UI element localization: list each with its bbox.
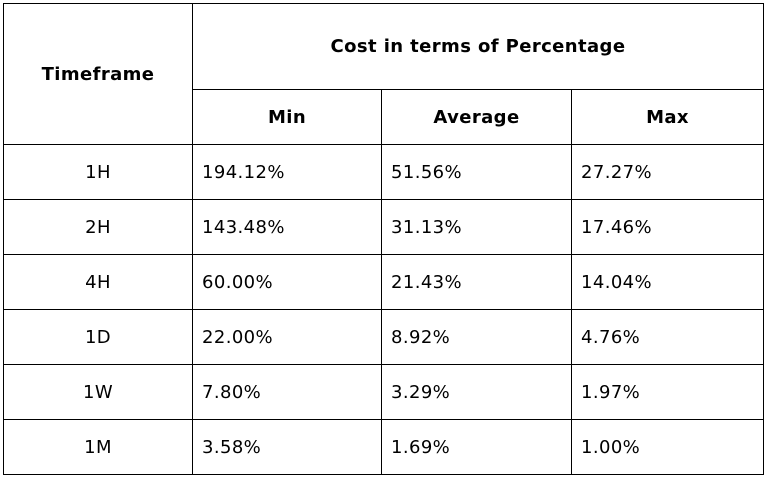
min-cell: 7.80%	[192, 364, 382, 420]
min-cell: 60.00%	[192, 254, 382, 310]
table-row: 1D 22.00% 8.92% 4.76%	[3, 309, 764, 365]
header-timeframe: Timeframe	[3, 3, 193, 145]
timeframe-cell: 1M	[3, 419, 193, 475]
table-row: 2H 143.48% 31.13% 17.46%	[3, 199, 764, 255]
timeframe-cell: 1H	[3, 144, 193, 200]
min-cell: 194.12%	[192, 144, 382, 200]
max-cell: 1.00%	[571, 419, 764, 475]
average-cell: 51.56%	[381, 144, 572, 200]
max-cell: 17.46%	[571, 199, 764, 255]
table-row: 4H 60.00% 21.43% 14.04%	[3, 254, 764, 310]
average-cell: 31.13%	[381, 199, 572, 255]
cost-table: Timeframe Cost in terms of Percentage Mi…	[3, 3, 764, 475]
average-cell: 21.43%	[381, 254, 572, 310]
max-cell: 14.04%	[571, 254, 764, 310]
table-row: 1M 3.58% 1.69% 1.00%	[3, 419, 764, 475]
min-cell: 22.00%	[192, 309, 382, 365]
header-max: Max	[571, 89, 764, 145]
max-cell: 27.27%	[571, 144, 764, 200]
header-row-sub: Min Average Max	[4, 89, 764, 145]
average-cell: 1.69%	[381, 419, 572, 475]
max-cell: 4.76%	[571, 309, 764, 365]
min-cell: 3.58%	[192, 419, 382, 475]
table-row: 1H 194.12% 51.56% 27.27%	[3, 144, 764, 200]
timeframe-cell: 4H	[3, 254, 193, 310]
table-row: 1W 7.80% 3.29% 1.97%	[3, 364, 764, 420]
timeframe-cell: 1D	[3, 309, 193, 365]
average-cell: 8.92%	[381, 309, 572, 365]
header-cost-group: Cost in terms of Percentage	[192, 3, 764, 90]
header-average: Average	[381, 89, 572, 145]
average-cell: 3.29%	[381, 364, 572, 420]
min-cell: 143.48%	[192, 199, 382, 255]
header-min: Min	[192, 89, 382, 145]
timeframe-cell: 2H	[3, 199, 193, 255]
header-row-top: Timeframe Cost in terms of Percentage	[3, 3, 764, 145]
timeframe-cell: 1W	[3, 364, 193, 420]
max-cell: 1.97%	[571, 364, 764, 420]
